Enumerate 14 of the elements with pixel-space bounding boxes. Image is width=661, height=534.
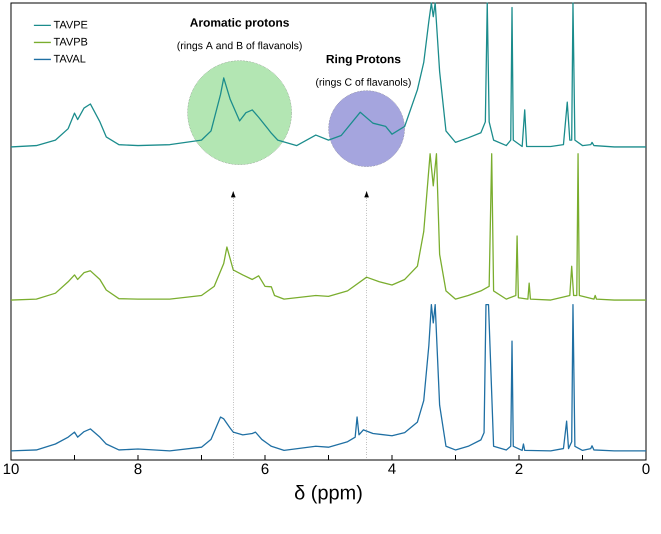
- legend-label: TAVAL: [54, 54, 86, 62]
- x-tick-label: 6: [262, 464, 268, 474]
- x-tick-label: 8: [134, 464, 142, 474]
- annotation: (rings C of flavanols): [316, 78, 411, 88]
- x-tick-label: 0: [642, 464, 650, 474]
- legend-label: TAVPB: [54, 38, 88, 46]
- x-axis-title: δ (ppm): [295, 484, 362, 504]
- x-tick-label: 4: [388, 464, 396, 474]
- annotation: (rings A and B of flavanols): [177, 42, 302, 52]
- x-tick-label: 2: [516, 464, 522, 474]
- x-tick-label: 10: [4, 464, 19, 474]
- annotation: Ring Protons: [326, 54, 400, 66]
- legend-label: TAVPE: [54, 20, 88, 28]
- annotation: Aromatic protons: [190, 18, 289, 30]
